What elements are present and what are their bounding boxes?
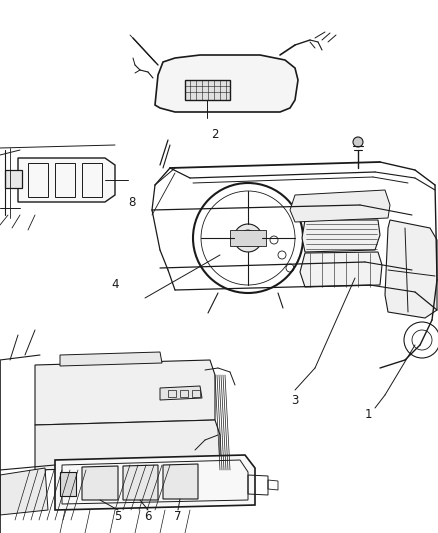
Polygon shape: [163, 464, 198, 499]
Polygon shape: [82, 466, 118, 500]
Polygon shape: [385, 220, 437, 318]
Polygon shape: [290, 190, 390, 222]
Polygon shape: [160, 386, 202, 400]
Polygon shape: [60, 352, 162, 366]
Text: 1: 1: [364, 408, 372, 422]
Polygon shape: [55, 455, 255, 510]
Polygon shape: [230, 230, 266, 246]
Text: 5: 5: [114, 510, 122, 523]
Polygon shape: [18, 158, 115, 202]
Circle shape: [353, 137, 363, 147]
Polygon shape: [60, 472, 76, 496]
Polygon shape: [302, 220, 380, 252]
Polygon shape: [300, 252, 382, 287]
Polygon shape: [123, 465, 158, 500]
Polygon shape: [0, 468, 48, 515]
Text: 6: 6: [144, 510, 152, 523]
Polygon shape: [35, 420, 220, 470]
Polygon shape: [5, 170, 22, 188]
Polygon shape: [35, 360, 215, 425]
Text: 3: 3: [291, 393, 299, 407]
Text: 2: 2: [211, 128, 219, 141]
Text: 7: 7: [174, 510, 182, 523]
Text: 4: 4: [111, 279, 119, 292]
Polygon shape: [155, 55, 298, 112]
Circle shape: [234, 224, 262, 252]
Polygon shape: [185, 80, 230, 100]
Text: 8: 8: [128, 196, 135, 208]
